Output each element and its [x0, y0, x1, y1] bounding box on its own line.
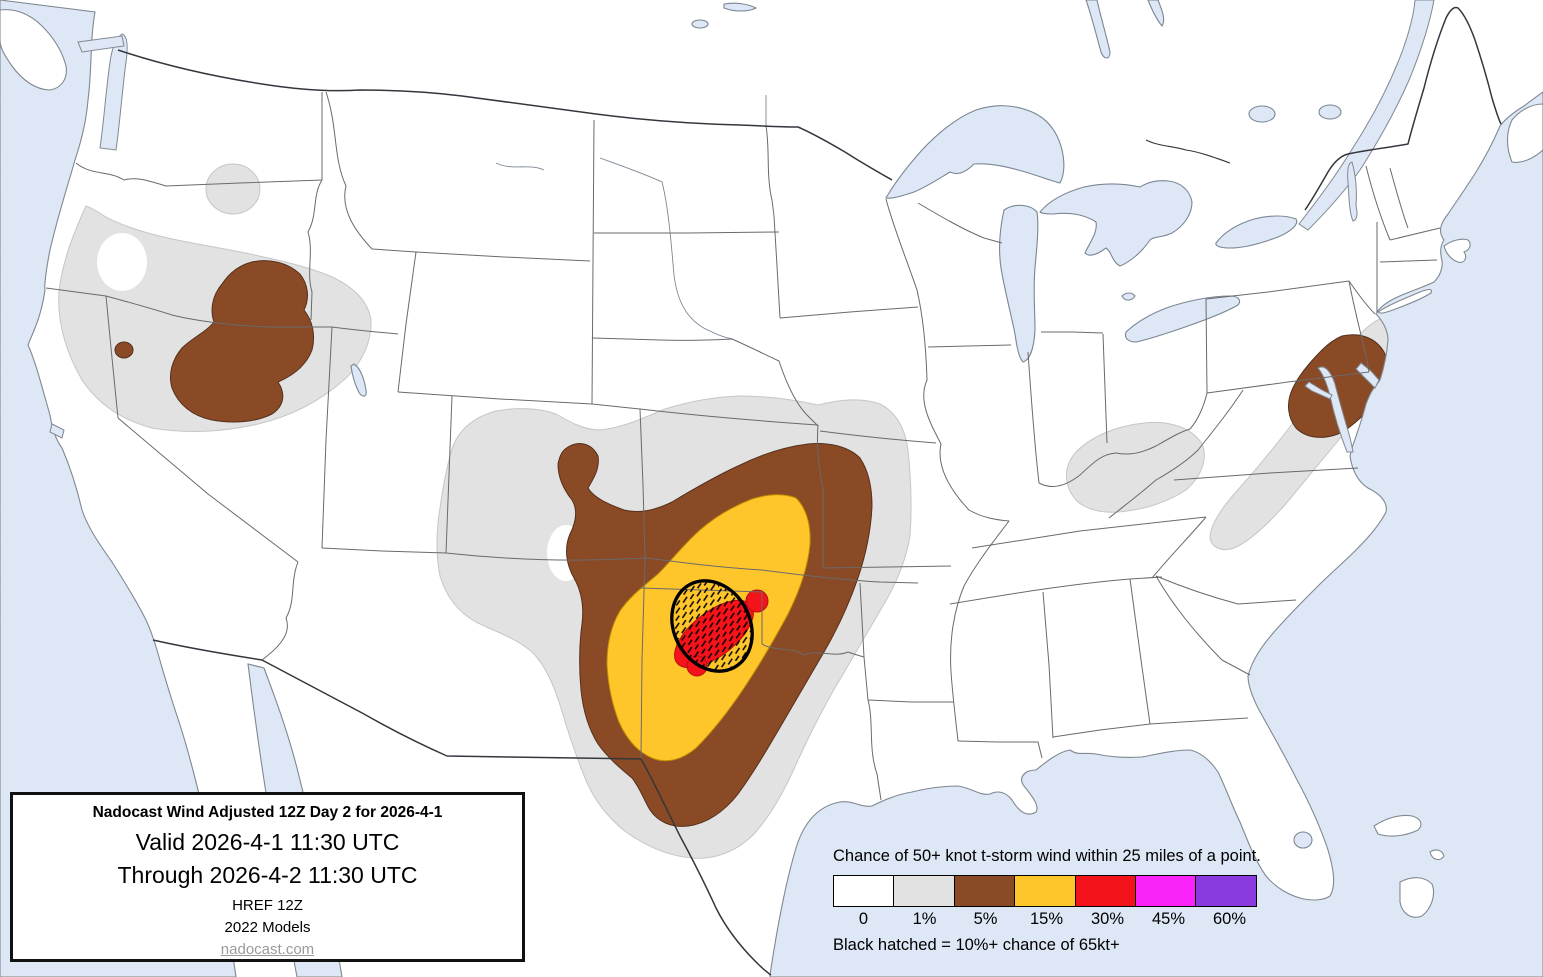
great-lakes [350, 0, 1342, 849]
legend-labels: 0 1% 5% 15% 30% 45% 60% [833, 910, 1273, 929]
canada-border-west [117, 49, 893, 181]
legend-label-15: 15% [1029, 910, 1064, 928]
risk-hole-northwest [97, 233, 147, 291]
missouri-river-dakotas [599, 157, 734, 340]
title-box: Nadocast Wind Adjusted 12Z Day 2 for 202… [10, 792, 525, 962]
legend: Chance of 50+ knot t-storm wind within 2… [833, 847, 1273, 955]
nadocast-link[interactable]: nadocast.com [220, 941, 315, 958]
lake-canada-3 [1318, 104, 1342, 120]
puget-sound [99, 33, 128, 151]
lake-michigan [999, 204, 1039, 363]
valid-time: Valid 2026-4-1 11:30 UTC [135, 829, 400, 855]
rivers [495, 95, 767, 340]
san-francisco-bay [49, 423, 65, 439]
nova-scotia [1506, 103, 1543, 163]
through-time: Through 2026-4-2 11:30 UTC [117, 862, 418, 888]
map-title: Nadocast Wind Adjusted 12Z Day 2 for 202… [92, 804, 443, 821]
model-label: HREF 12Z [232, 897, 303, 914]
bahamas-1 [1373, 814, 1422, 837]
pacific-ocean [0, 0, 237, 977]
risk-5pct-great-basin [169, 260, 315, 423]
legend-swatch-30 [1074, 875, 1137, 907]
legend-swatch-45 [1135, 875, 1198, 907]
legend-label-1: 1% [912, 910, 937, 928]
lake-erie [1124, 295, 1241, 343]
strait-juan-de-fuca [77, 35, 125, 53]
chesapeake-bay [1317, 366, 1354, 453]
vancouver-island [0, 9, 67, 91]
cape-cod [1443, 238, 1471, 263]
ottawa-river [1145, 139, 1231, 164]
models-label: 2022 Models [224, 919, 311, 936]
lake-manitoba [723, 2, 758, 12]
legend-label-30: 30% [1090, 910, 1125, 928]
legend-label-45: 45% [1151, 910, 1186, 928]
legend-title: Chance of 50+ knot t-storm wind within 2… [833, 847, 1261, 865]
bays [49, 0, 1435, 453]
st-lawrence-river [1298, 0, 1435, 231]
state-borders [45, 91, 1441, 801]
delaware-bay [1355, 362, 1380, 389]
mexico-border-ca [152, 639, 263, 661]
lake-manitoba-2 [691, 19, 709, 29]
legend-swatches [833, 875, 1273, 907]
potomac-river [1304, 381, 1333, 400]
lake-st-clair [1121, 292, 1136, 301]
legend-label-5: 5% [973, 910, 998, 928]
atlantic-and-gulf [769, 91, 1543, 977]
legend-swatch-1 [893, 875, 956, 907]
mexico-border-az-nm [261, 659, 642, 760]
risk-5pct-california-spot [114, 341, 134, 359]
lake-ontario [1215, 215, 1298, 249]
lake-champlain [1347, 161, 1358, 222]
rio-grande [640, 758, 772, 976]
great-salt-lake [350, 363, 367, 397]
legend-swatch-0 [833, 875, 895, 907]
country-borders [117, 6, 1502, 976]
lake-canada-1 [1147, 0, 1165, 27]
legend-label-0: 0 [858, 910, 869, 928]
legend-hatch-note: Black hatched = 10%+ chance of 65kt+ [833, 936, 1120, 954]
hatched-65kt-area [670, 579, 754, 673]
legend-swatch-60 [1195, 875, 1258, 907]
legend-label-60: 60% [1212, 910, 1247, 928]
long-island [1377, 288, 1432, 314]
canada-border-east [1304, 6, 1502, 211]
legend-swatch-15 [1014, 875, 1077, 907]
missouri-river-mt [495, 162, 545, 171]
risk-1pct-ohio-valley [1066, 421, 1205, 513]
legend-swatch-5 [953, 875, 1016, 907]
risk-1pct-columbia [205, 163, 261, 215]
lake-winnipeg [1085, 0, 1111, 59]
risk-30pct-bump-ne [745, 589, 769, 613]
bahamas-3 [1429, 849, 1445, 861]
bahamas-2 [1399, 877, 1435, 918]
lake-superior [885, 105, 1065, 199]
risk-5pct-mid-atlantic [1288, 334, 1388, 438]
islands [0, 9, 1543, 918]
lake-canada-2 [1248, 105, 1276, 123]
lake-okeechobee [1293, 831, 1313, 849]
lake-huron [1039, 180, 1193, 267]
